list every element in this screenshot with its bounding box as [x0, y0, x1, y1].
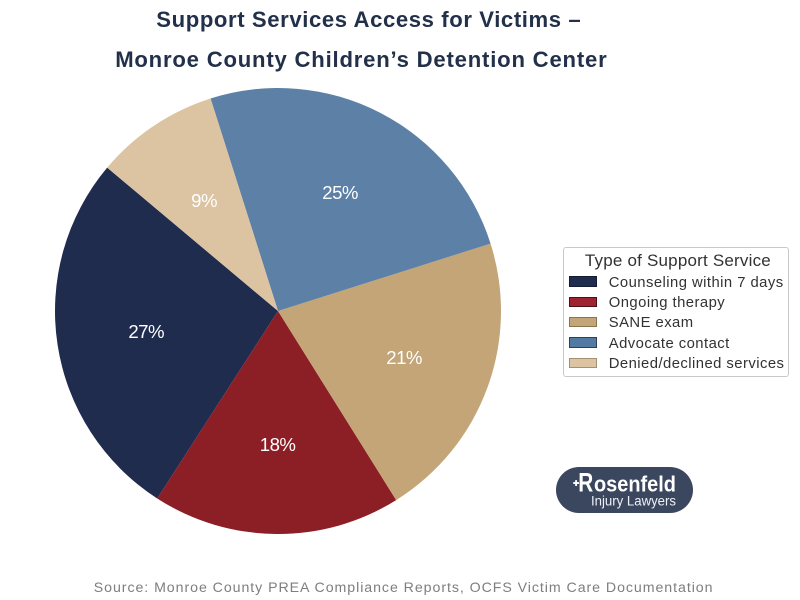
svg-text:R: R: [578, 468, 593, 498]
svg-text:Injury Lawyers: Injury Lawyers: [591, 493, 676, 509]
svg-text:osenfeld: osenfeld: [594, 472, 676, 497]
